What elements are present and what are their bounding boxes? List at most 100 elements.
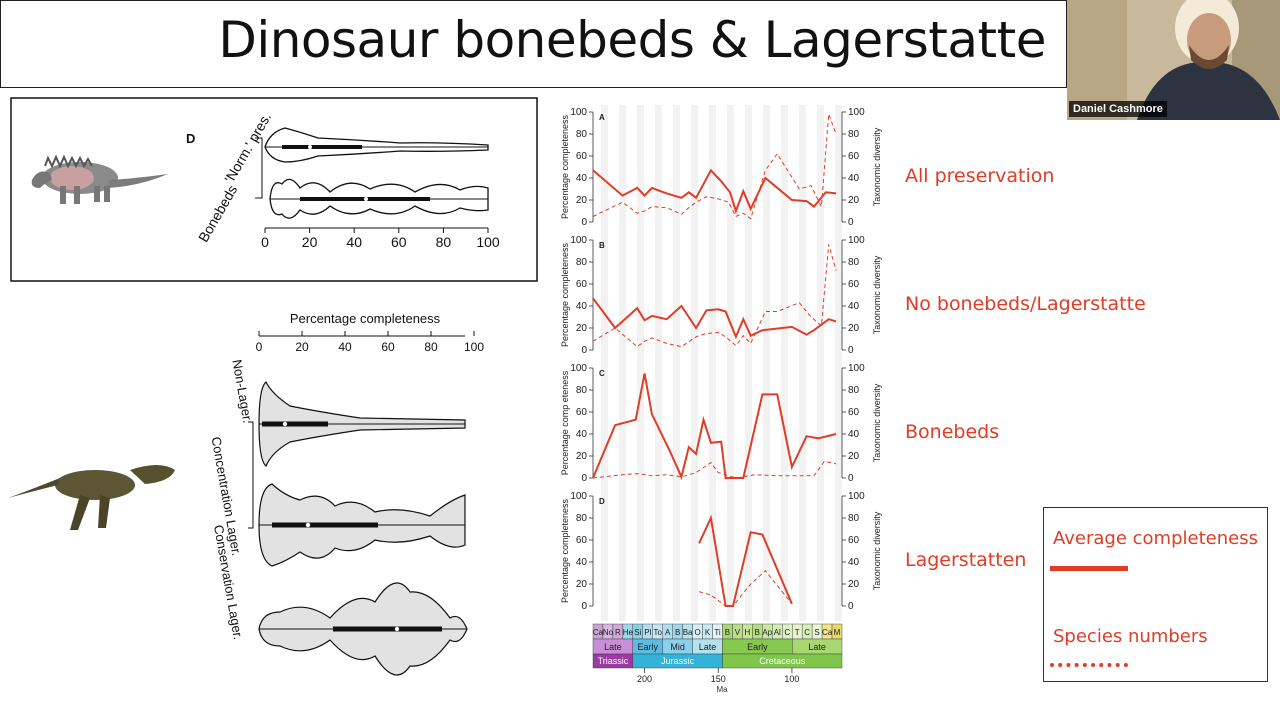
- period-label: Jurassic: [661, 656, 695, 666]
- epoch-label: Early: [638, 642, 659, 652]
- y2-tick-label: 0: [848, 473, 854, 484]
- violin-x-ticks: 0 20 40 60 80 100: [256, 331, 484, 354]
- ma-axis-label: Ma: [716, 685, 728, 694]
- inset-tick-label: 0: [261, 234, 269, 250]
- y-tick-label: 80: [576, 257, 588, 268]
- left-axis-label: Percentage completeness: [560, 242, 570, 347]
- y-tick-label: 100: [570, 491, 587, 502]
- period-label: Triassic: [598, 656, 629, 666]
- violin-tick-label: 40: [338, 340, 352, 354]
- right-axis-label: Taxonomic diversity: [872, 511, 882, 590]
- y2-tick-label: 100: [848, 235, 865, 246]
- y-tick-label: 0: [581, 601, 587, 612]
- y2-tick-label: 40: [848, 301, 860, 312]
- stage-bands: [601, 105, 842, 621]
- panel-d-letter: D: [186, 131, 195, 146]
- period-label: Cretaceous: [759, 656, 806, 666]
- y2-tick-label: 60: [848, 151, 860, 162]
- y-tick-label: 60: [576, 151, 588, 162]
- y2-tick-label: 100: [848, 491, 865, 502]
- stage-label: C: [784, 628, 790, 637]
- completeness-line: [592, 168, 837, 215]
- y2-tick-label: 20: [848, 579, 860, 590]
- y2-tick-label: 20: [848, 323, 860, 334]
- label-all-preservation: All preservation: [905, 165, 1055, 187]
- stage-label: Ca: [822, 628, 833, 637]
- y2-tick-label: 20: [848, 195, 860, 206]
- inset-tick-label: 60: [391, 234, 407, 250]
- geologic-timescale: Ca No R He Si Pl To A B Ba O K Ti B V H B Ap Al C T C S Ca MLate…: [592, 623, 843, 669]
- completeness-line: [592, 373, 837, 480]
- violin-tick-label: 20: [295, 340, 309, 354]
- stage-band: [745, 105, 752, 621]
- presenter-name: Daniel Cashmore: [1069, 101, 1167, 117]
- y-tick-label: 20: [576, 579, 588, 590]
- stage-label: Ba: [683, 628, 693, 637]
- stage-label: C: [804, 628, 810, 637]
- stage-band: [637, 105, 644, 621]
- stage-label: No: [603, 628, 614, 637]
- label-no-bonebeds: No bonebeds/Lagerstatte: [905, 293, 1146, 315]
- violin-tick-label: 60: [381, 340, 395, 354]
- violin-tick-label: 0: [256, 340, 263, 354]
- panel-letter: B: [599, 241, 605, 250]
- stage-band: [709, 105, 716, 621]
- y-tick-label: 0: [581, 473, 587, 484]
- stage-band: [763, 105, 770, 621]
- inset-tick-label: 100: [476, 234, 500, 250]
- stage-label: Ti: [714, 628, 721, 637]
- y2-tick-label: 40: [848, 173, 860, 184]
- y2-tick-label: 40: [848, 557, 860, 568]
- y2-tick-label: 80: [848, 513, 860, 524]
- stage-label: A: [665, 628, 671, 637]
- inset-tick-label: 20: [302, 234, 318, 250]
- stage-band: [601, 105, 608, 621]
- y2-tick-label: 100: [848, 107, 865, 118]
- stage-label: S: [814, 628, 819, 637]
- timeseries-panels: 0 0 20 20 40 40 60 60 80 80 100 100 Percentage compl…: [560, 107, 882, 612]
- sauropod-illustration: [31, 154, 168, 204]
- label-lagerstatten: Lagerstatten: [905, 549, 1027, 571]
- species-line: [592, 460, 837, 479]
- ma-tick-label: 150: [711, 674, 726, 684]
- y-tick-label: 20: [576, 451, 588, 462]
- y2-tick-label: 60: [848, 535, 860, 546]
- y-tick-label: 60: [576, 407, 588, 418]
- y-tick-label: 100: [570, 363, 587, 374]
- left-axis-label: Percentage comp eteness: [560, 370, 570, 475]
- title-bar: Dinosaur bonebeds & Lagerstatte: [0, 0, 1067, 88]
- stage-label: Ap: [762, 628, 772, 637]
- stage-band: [835, 105, 842, 621]
- panel-letter: C: [599, 369, 605, 378]
- y-tick-label: 80: [576, 513, 588, 524]
- stage-band: [655, 105, 662, 621]
- inset-tick-label: 80: [436, 234, 452, 250]
- stage-label: B: [725, 628, 730, 637]
- stage-label: To: [654, 628, 663, 637]
- stage-label: H: [744, 628, 750, 637]
- y-tick-label: 60: [576, 535, 588, 546]
- y-tick-label: 100: [570, 107, 587, 118]
- y-tick-label: 40: [576, 301, 588, 312]
- y-tick-label: 40: [576, 173, 588, 184]
- legend: Average completeness Species numbers: [1043, 507, 1268, 682]
- y2-tick-label: 20: [848, 451, 860, 462]
- ma-axis-ticks: 200 150 100: [637, 668, 799, 684]
- species-line: [592, 244, 837, 348]
- period-cell: [722, 653, 843, 669]
- stage-label: K: [705, 628, 711, 637]
- y2-tick-label: 80: [848, 129, 860, 140]
- y2-tick-label: 100: [848, 363, 865, 374]
- stage-label: Al: [774, 628, 781, 637]
- legend-dashed-swatch: [1050, 663, 1128, 667]
- violin-tick-label: 100: [464, 340, 484, 354]
- y2-tick-label: 40: [848, 429, 860, 440]
- violin-tick-label: 80: [424, 340, 438, 354]
- y2-tick-label: 80: [848, 257, 860, 268]
- row-label-non-lager: Non-Lager.: [229, 358, 255, 424]
- species-line: [698, 570, 793, 607]
